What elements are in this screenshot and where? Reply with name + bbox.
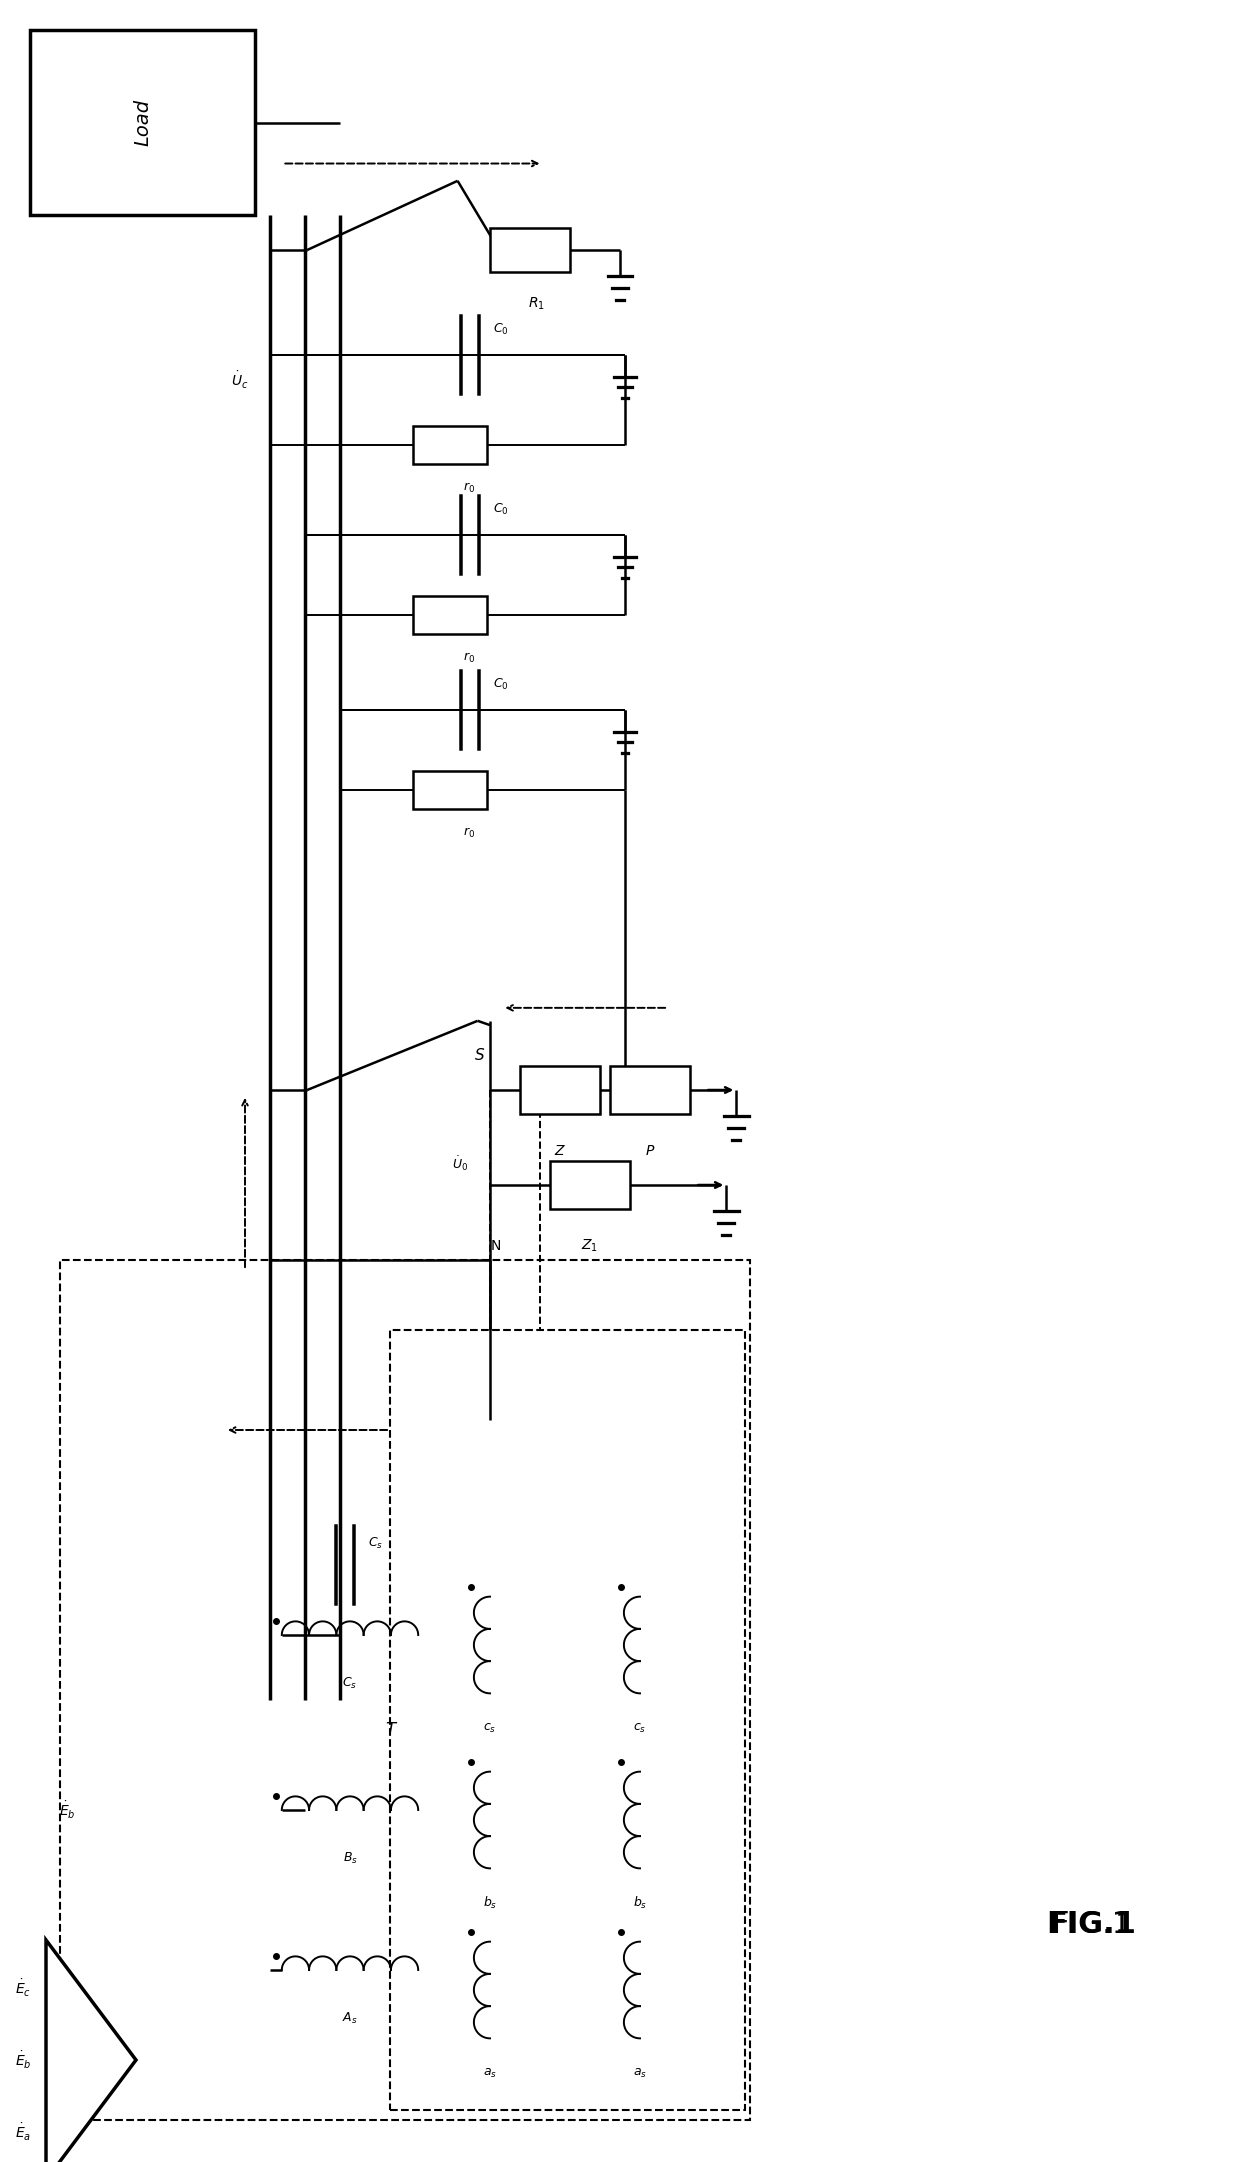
Text: $Z$: $Z$ (554, 1144, 565, 1157)
Text: Load: Load (133, 99, 153, 147)
Text: FIG.1: FIG.1 (1052, 1909, 1131, 1939)
Bar (60, 1260, 750, 2121)
Text: $Z_1$: $Z_1$ (582, 1237, 599, 1254)
Bar (391, 1330, 745, 2110)
Bar (30, 30, 255, 214)
Text: FIG.1: FIG.1 (1047, 1909, 1136, 1939)
Text: $\dot{U}_c$: $\dot{U}_c$ (231, 370, 249, 391)
Text: $\dot{E}_b$: $\dot{E}_b$ (60, 1799, 76, 1820)
Text: $a_s$: $a_s$ (484, 2067, 497, 2080)
Text: $\dot{E}_c$: $\dot{E}_c$ (15, 1978, 31, 1998)
Text: N: N (491, 1239, 501, 1252)
Text: $C_s$: $C_s$ (368, 1535, 383, 1550)
Text: $r_0$: $r_0$ (463, 651, 475, 666)
Polygon shape (46, 1939, 136, 2162)
Text: $b_s$: $b_s$ (482, 1896, 497, 1911)
Bar (610, 1066, 691, 1113)
Bar (413, 770, 487, 809)
Text: $C_0$: $C_0$ (494, 677, 508, 692)
Text: $c_s$: $c_s$ (634, 1721, 646, 1734)
Bar (549, 1161, 630, 1209)
Bar (490, 229, 570, 272)
Text: $P$: $P$ (645, 1144, 655, 1157)
Text: $S$: $S$ (475, 1046, 486, 1064)
Text: $r_0$: $r_0$ (463, 482, 475, 495)
Text: $C_0$: $C_0$ (494, 502, 508, 517)
Bar (413, 426, 487, 465)
Text: $B_s$: $B_s$ (342, 1851, 357, 1866)
Text: $C_0$: $C_0$ (494, 322, 508, 337)
Text: $R_1$: $R_1$ (528, 296, 544, 311)
Text: $\dot{E}_a$: $\dot{E}_a$ (15, 2121, 31, 2143)
Bar (413, 595, 487, 633)
Text: $A_s$: $A_s$ (342, 2011, 358, 2026)
Text: $\dot{E}_b$: $\dot{E}_b$ (15, 2050, 32, 2071)
Text: $a_s$: $a_s$ (632, 2067, 647, 2080)
Text: $b_s$: $b_s$ (632, 1896, 647, 1911)
Bar (520, 1066, 600, 1113)
Text: T: T (384, 1721, 396, 1738)
Text: $\dot{U}_0$: $\dot{U}_0$ (451, 1155, 469, 1172)
Text: $c_s$: $c_s$ (484, 1721, 497, 1734)
Text: $r_0$: $r_0$ (463, 826, 475, 841)
Text: $C_s$: $C_s$ (342, 1676, 357, 1691)
